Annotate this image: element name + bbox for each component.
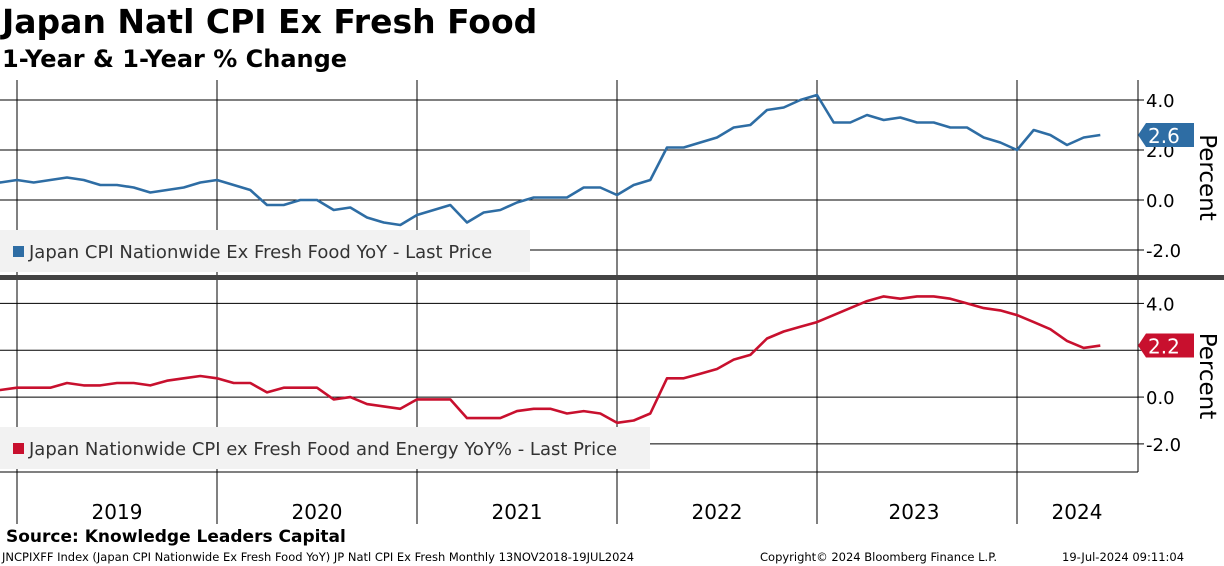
source-note: Source: Knowledge Leaders Capital: [6, 527, 346, 547]
x-tick-label: 2022: [692, 500, 743, 524]
last-value-label: 2.6: [1148, 124, 1180, 148]
legend: Japan CPI Nationwide Ex Fresh Food YoY -…: [0, 230, 530, 272]
y-axis-label: Percent: [1194, 134, 1220, 221]
legend-label: Japan Nationwide CPI ex Fresh Food and E…: [28, 439, 617, 460]
legend-swatch: [13, 246, 24, 257]
legend: Japan Nationwide CPI ex Fresh Food and E…: [0, 427, 650, 469]
y-tick-label: -2.0: [1146, 435, 1181, 456]
last-value-tag: 2.2: [1138, 333, 1194, 359]
y-tick-label: 4.0: [1146, 294, 1175, 315]
chart-title: Japan Natl CPI Ex Fresh Food: [2, 2, 538, 41]
y-tick-label: 0.0: [1146, 191, 1175, 212]
legend-background: [0, 230, 530, 272]
y-tick-label: -2.0: [1146, 241, 1181, 262]
x-tick-label: 2024: [1052, 500, 1103, 524]
x-tick-label: 2020: [292, 500, 343, 524]
legend-swatch: [13, 443, 24, 454]
last-value-tag-bg: [1138, 333, 1194, 358]
footer-date: 19-Jul-2024 09:11:04: [1062, 550, 1185, 564]
last-value-tag: 2.6: [1138, 123, 1194, 148]
x-tick-label: 2019: [92, 500, 143, 524]
legend-background: [0, 427, 650, 469]
last-value-tag-bg: [1138, 123, 1194, 147]
x-tick-label: 2023: [889, 500, 940, 524]
last-value-label: 2.2: [1148, 335, 1180, 359]
y-tick-label: 0.0: [1146, 388, 1175, 409]
series-line: [0, 295, 1101, 425]
y-tick-label: 4.0: [1146, 91, 1175, 112]
series-line: [0, 93, 1101, 227]
chart-subtitle: 1-Year & 1-Year % Change: [2, 45, 348, 73]
footer-copyright: Copyright© 2024 Bloomberg Finance L.P.: [760, 550, 997, 564]
x-tick-label: 2021: [492, 500, 543, 524]
footer-ticker: JNCPIXFF Index (Japan CPI Nationwide Ex …: [2, 550, 635, 564]
legend-label: Japan CPI Nationwide Ex Fresh Food YoY -…: [28, 242, 492, 263]
y-axis-label: Percent: [1194, 333, 1220, 420]
panel-separator: [0, 275, 1224, 280]
